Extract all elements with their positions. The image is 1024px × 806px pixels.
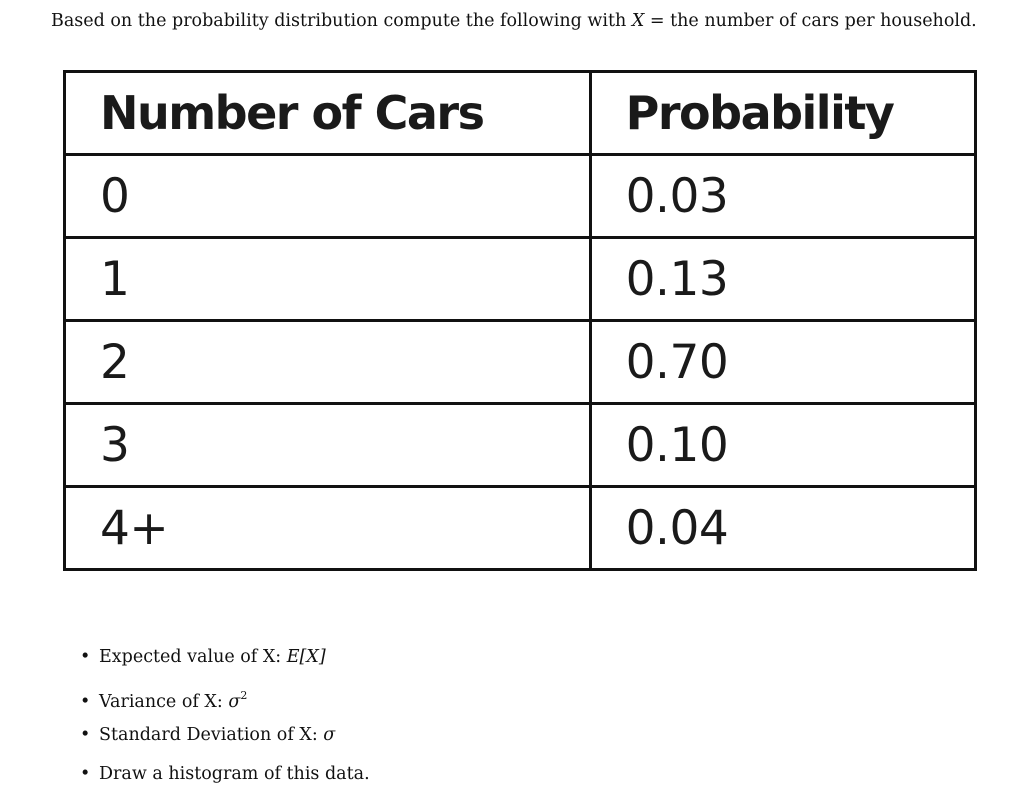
table-header-row: Number of Cars Probability bbox=[63, 70, 978, 156]
task-superscript: 2 bbox=[240, 689, 248, 702]
table-row: 2 0.70 bbox=[63, 319, 978, 405]
bullet-icon: • bbox=[80, 764, 91, 784]
intro-text-after: the number of cars per household. bbox=[670, 11, 977, 31]
header-probability: Probability bbox=[588, 70, 978, 156]
probability-cell: 0.70 bbox=[588, 319, 978, 405]
cars-cell: 2 bbox=[63, 319, 592, 405]
task-math: σ bbox=[323, 725, 336, 745]
intro-text-before: Based on the probability distribution co… bbox=[51, 11, 632, 31]
table-row: 1 0.13 bbox=[63, 236, 978, 322]
list-item-standard-deviation: • Standard Deviation of X: σ bbox=[80, 718, 370, 757]
task-math: E[X] bbox=[286, 647, 326, 667]
list-item-histogram: • Draw a histogram of this data. bbox=[80, 757, 370, 796]
cars-cell: 3 bbox=[63, 402, 592, 488]
table-row: 0 0.03 bbox=[63, 153, 978, 239]
table-row: 3 0.10 bbox=[63, 402, 978, 488]
probability-distribution-table: Number of Cars Probability 0 0.03 1 0.13… bbox=[63, 70, 978, 571]
probability-cell: 0.13 bbox=[588, 236, 978, 322]
probability-cell: 0.03 bbox=[588, 153, 978, 239]
bullet-icon: • bbox=[80, 725, 91, 745]
bullet-icon: • bbox=[80, 647, 91, 667]
list-item-expected-value: • Expected value of X: E[X] bbox=[80, 640, 370, 679]
task-text: Standard Deviation of X: bbox=[99, 725, 324, 745]
problem-statement: Based on the probability distribution co… bbox=[51, 8, 977, 34]
list-item-variance: • Variance of X: σ2 bbox=[80, 679, 370, 718]
task-math: σ bbox=[228, 692, 241, 712]
cars-cell: 0 bbox=[63, 153, 592, 239]
task-list: • Expected value of X: E[X] • Variance of … bbox=[80, 640, 370, 796]
equals-sign: = bbox=[644, 11, 671, 31]
task-text: Variance of X: bbox=[99, 692, 229, 712]
header-number-of-cars: Number of Cars bbox=[63, 70, 592, 156]
bullet-icon: • bbox=[80, 692, 91, 712]
table-row: 4+ 0.04 bbox=[63, 485, 978, 571]
probability-cell: 0.10 bbox=[588, 402, 978, 488]
variable-x: X bbox=[631, 11, 645, 31]
cars-cell: 4+ bbox=[63, 485, 592, 571]
task-text: Draw a histogram of this data. bbox=[99, 764, 370, 784]
task-text: Expected value of X: bbox=[99, 647, 287, 667]
cars-cell: 1 bbox=[63, 236, 592, 322]
probability-cell: 0.04 bbox=[588, 485, 978, 571]
